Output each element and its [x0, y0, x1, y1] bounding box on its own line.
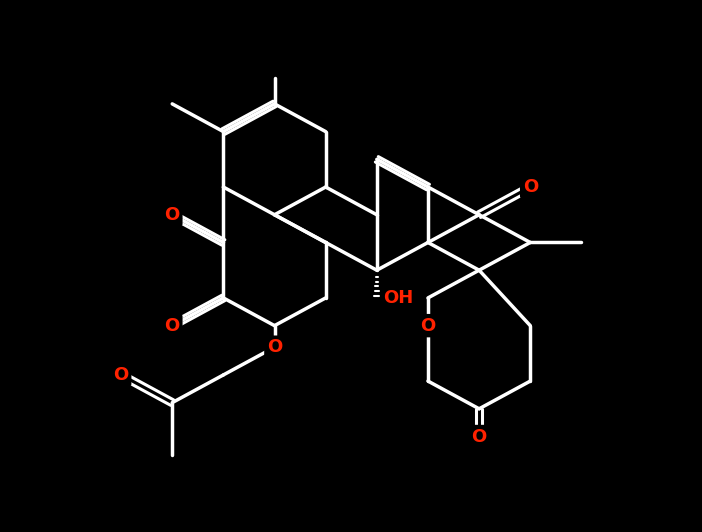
Text: O: O [164, 206, 180, 224]
Text: O: O [164, 317, 180, 335]
Text: O: O [523, 178, 538, 196]
Text: O: O [472, 428, 486, 445]
Text: OH: OH [383, 289, 413, 307]
Text: O: O [114, 366, 128, 384]
Text: O: O [267, 338, 282, 356]
Text: O: O [420, 317, 436, 335]
